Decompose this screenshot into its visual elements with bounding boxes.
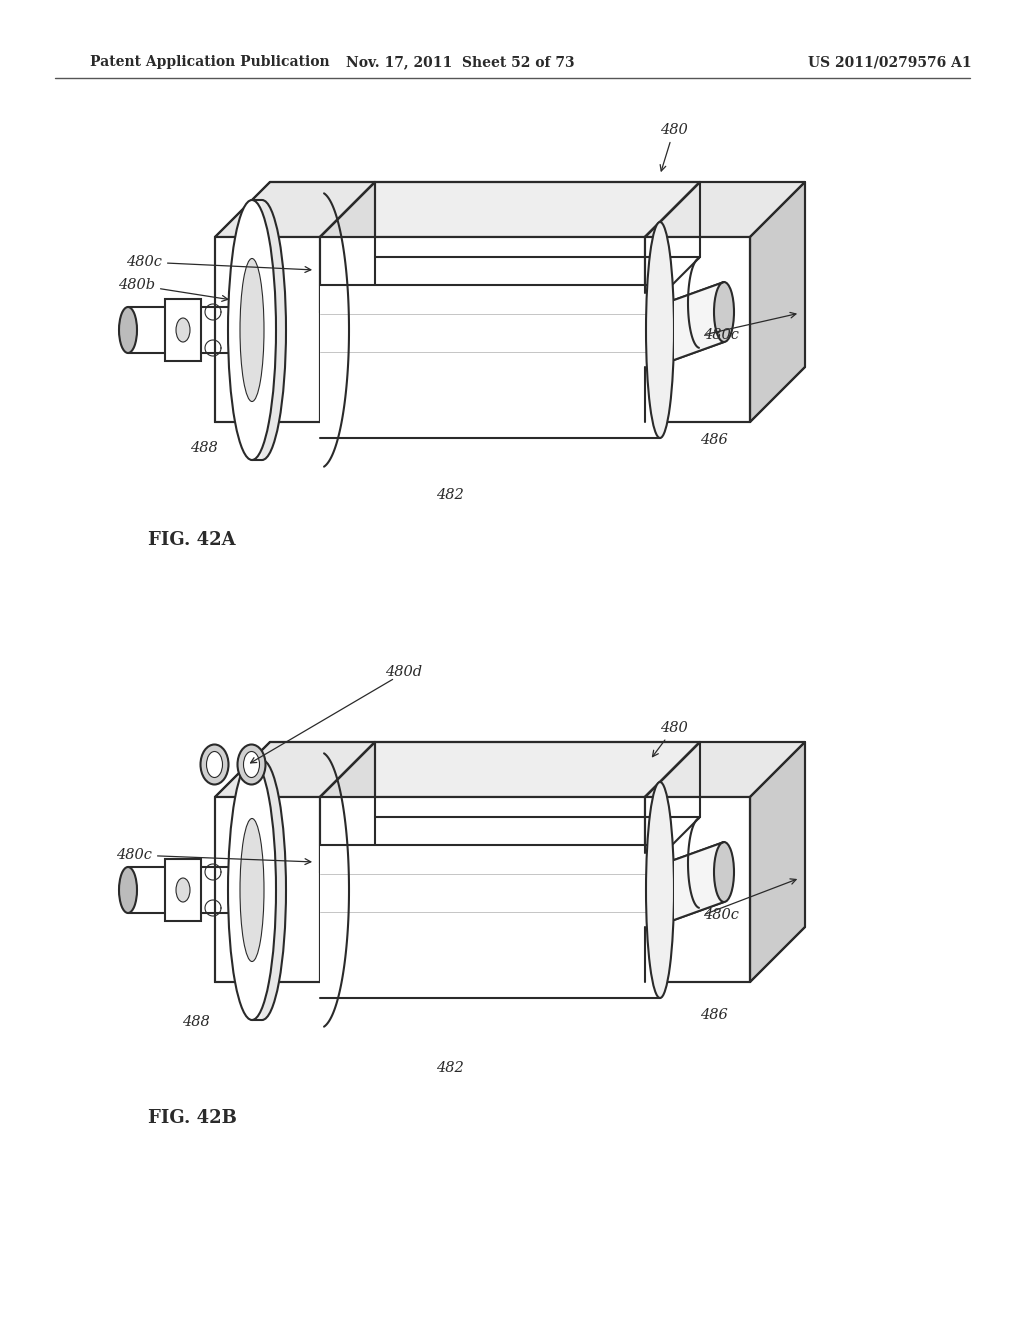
Text: 480b: 480b	[118, 279, 228, 301]
Polygon shape	[215, 742, 375, 797]
Text: 488: 488	[190, 441, 218, 455]
Ellipse shape	[228, 201, 276, 459]
Ellipse shape	[201, 744, 228, 784]
Polygon shape	[750, 742, 805, 982]
Ellipse shape	[240, 259, 264, 401]
Polygon shape	[319, 182, 375, 422]
Text: Nov. 17, 2011  Sheet 52 of 73: Nov. 17, 2011 Sheet 52 of 73	[346, 55, 574, 69]
Text: 480: 480	[660, 123, 688, 172]
Text: 486: 486	[700, 1008, 728, 1022]
Polygon shape	[319, 742, 375, 982]
Text: 482: 482	[436, 488, 464, 502]
Ellipse shape	[176, 878, 190, 902]
Polygon shape	[319, 742, 700, 797]
Text: FIG. 42A: FIG. 42A	[148, 531, 236, 549]
Ellipse shape	[714, 282, 734, 342]
Polygon shape	[215, 182, 375, 238]
Ellipse shape	[646, 222, 674, 438]
Ellipse shape	[119, 308, 137, 352]
Polygon shape	[645, 742, 805, 797]
Ellipse shape	[238, 760, 286, 1020]
Polygon shape	[252, 201, 262, 459]
Text: 480c: 480c	[703, 327, 739, 342]
Ellipse shape	[207, 751, 222, 777]
Text: 480d: 480d	[385, 665, 422, 678]
Text: 488: 488	[182, 1015, 210, 1030]
Polygon shape	[319, 238, 645, 312]
Text: 480c: 480c	[126, 255, 311, 272]
Text: 482: 482	[436, 1061, 464, 1074]
Text: FIG. 42B: FIG. 42B	[148, 1109, 237, 1127]
Polygon shape	[319, 797, 645, 873]
Ellipse shape	[238, 744, 265, 784]
Text: 480: 480	[652, 721, 688, 756]
Text: US 2011/0279576 A1: US 2011/0279576 A1	[808, 55, 972, 69]
Ellipse shape	[244, 751, 259, 777]
Polygon shape	[215, 238, 319, 422]
Ellipse shape	[714, 842, 734, 902]
Polygon shape	[215, 797, 319, 982]
Text: Patent Application Publication: Patent Application Publication	[90, 55, 330, 69]
Polygon shape	[319, 285, 660, 438]
Polygon shape	[674, 842, 724, 920]
Polygon shape	[319, 845, 660, 998]
Polygon shape	[645, 182, 700, 312]
Polygon shape	[645, 238, 750, 422]
Ellipse shape	[646, 781, 674, 998]
Ellipse shape	[228, 760, 276, 1020]
Polygon shape	[252, 760, 262, 1020]
Polygon shape	[645, 182, 805, 238]
Polygon shape	[750, 182, 805, 422]
Polygon shape	[674, 282, 724, 360]
Text: 480c: 480c	[116, 847, 311, 865]
Ellipse shape	[119, 867, 137, 913]
Polygon shape	[165, 859, 201, 921]
Ellipse shape	[240, 818, 264, 961]
Polygon shape	[319, 182, 700, 238]
Ellipse shape	[176, 318, 190, 342]
Text: 480c: 480c	[703, 908, 739, 921]
Polygon shape	[645, 742, 700, 873]
Polygon shape	[165, 300, 201, 360]
Polygon shape	[645, 797, 750, 982]
Text: 486: 486	[700, 433, 728, 447]
Ellipse shape	[238, 201, 286, 459]
